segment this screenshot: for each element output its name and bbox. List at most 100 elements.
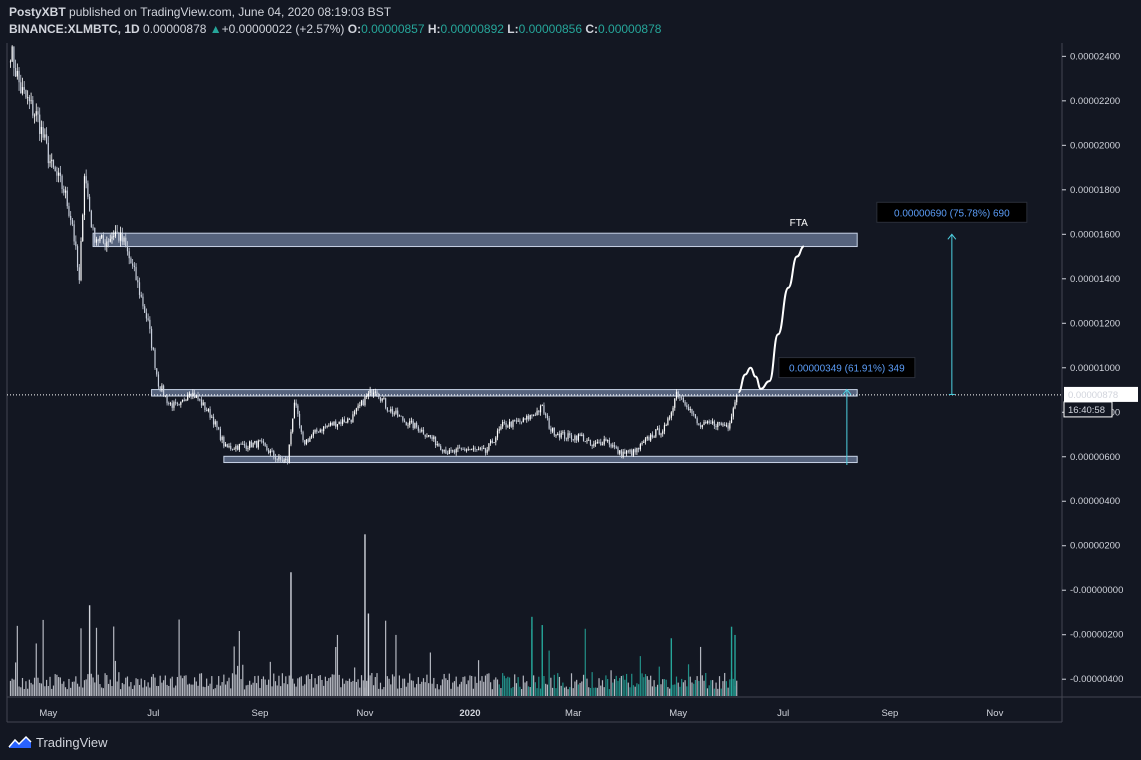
candle-body <box>379 397 382 401</box>
volume-bar <box>223 674 225 696</box>
tradingview-brand[interactable]: TradingView <box>36 734 108 750</box>
candle-body <box>199 399 201 401</box>
volume-bar <box>608 689 610 696</box>
candle-body <box>679 397 681 399</box>
volume-bar <box>207 685 209 696</box>
time-tick-label: Jul <box>147 708 159 719</box>
open-value: 0.00000857 <box>361 22 425 36</box>
volume-bar <box>133 685 135 696</box>
volume-bar <box>61 683 63 696</box>
time-axis[interactable]: May Jul Sep Nov 2020 Mar May Jul Sep Nov <box>39 708 1003 719</box>
range-zones[interactable] <box>92 232 858 464</box>
candle-body <box>25 89 27 98</box>
volume-bar <box>125 677 127 696</box>
candle-body <box>665 424 667 426</box>
volume-bar <box>264 679 266 696</box>
volume-bar <box>40 683 43 696</box>
zone-resistance[interactable] <box>92 232 858 248</box>
candle-body <box>617 447 619 454</box>
candle-body <box>596 442 598 444</box>
volume-bar <box>582 674 585 696</box>
volume-bar <box>226 681 228 696</box>
volume-bar <box>173 687 175 696</box>
candle-body <box>453 450 456 453</box>
volume-bar <box>144 680 146 696</box>
candle-body <box>271 450 273 452</box>
candle-body <box>304 440 306 445</box>
candle-body <box>600 442 602 445</box>
volume-bar <box>338 674 340 696</box>
volume-bar <box>419 683 421 696</box>
volume-bar <box>269 661 271 696</box>
candle-body <box>687 407 690 411</box>
candle-body <box>693 413 695 415</box>
volume-bar <box>481 676 483 696</box>
volume-bar <box>147 682 149 696</box>
publisher-name[interactable]: PostyXBT <box>9 5 66 19</box>
volume-bar <box>619 677 621 696</box>
candle-body <box>338 421 340 425</box>
volume-bar <box>434 688 437 696</box>
candle-body <box>465 449 468 451</box>
zone-range_bottom[interactable] <box>223 455 858 464</box>
volume-bar <box>18 686 20 696</box>
volume-bar <box>724 672 726 696</box>
candle-body <box>286 459 289 463</box>
measure-large-label-box <box>876 201 1028 223</box>
candle-body <box>185 399 187 401</box>
symbol-name[interactable]: BINANCE:XLMBTC, 1D <box>9 22 140 36</box>
volume-bar <box>304 684 306 696</box>
volume-bar <box>538 676 540 696</box>
volume-bar <box>400 687 402 696</box>
volume-bar <box>729 679 731 696</box>
volume-bar <box>300 676 302 696</box>
volume-bar <box>101 687 103 696</box>
price-axis[interactable]: 0.00002400 0.00002200 0.00002000 0.00001800… <box>1062 51 1138 685</box>
volume-bar <box>267 679 270 696</box>
candle-body <box>729 422 731 429</box>
candle-body <box>508 421 511 427</box>
volume-bar <box>271 686 273 696</box>
candle-body <box>54 167 56 172</box>
candle-body <box>631 450 633 456</box>
candle-body <box>101 235 103 238</box>
volume-bar <box>317 675 320 696</box>
volume-bar <box>307 674 309 696</box>
volume-bar <box>643 677 645 696</box>
volume-bar <box>658 666 660 696</box>
candle-body <box>249 441 251 448</box>
volume-bar <box>132 688 134 696</box>
candle-body <box>416 422 418 427</box>
candle-body <box>171 403 173 408</box>
candle-body <box>548 418 550 429</box>
zone-range_top[interactable] <box>151 389 858 397</box>
candle-body <box>643 441 645 443</box>
candle-body <box>734 402 736 409</box>
candle-body <box>95 239 98 243</box>
volume-bar <box>219 685 222 696</box>
volume-bar <box>684 680 686 696</box>
volume-bar <box>157 686 160 696</box>
candle-body <box>360 400 363 406</box>
volume-bar <box>274 681 277 696</box>
candle-body <box>242 443 244 445</box>
volume-bar <box>33 677 36 696</box>
candle-body <box>27 97 29 99</box>
candle-body <box>705 421 707 424</box>
volume-bar <box>496 679 499 696</box>
volume-bar <box>426 674 428 696</box>
volume-bar <box>467 680 469 696</box>
volume-bar <box>555 688 557 696</box>
projection-path[interactable] <box>737 245 805 394</box>
candle-body <box>83 176 86 216</box>
last-price-tag[interactable] <box>1064 386 1138 402</box>
volume-bar <box>712 680 714 696</box>
volume-bar <box>667 687 669 696</box>
volume-bar <box>436 684 438 696</box>
volume-bar <box>259 687 261 696</box>
volume-bar <box>166 684 168 696</box>
candle-body <box>398 415 400 417</box>
drawings[interactable]: FTA 0.00000349 (61.91%) 349 0.00000690 (75… <box>7 201 1062 465</box>
candle-body <box>514 420 516 421</box>
